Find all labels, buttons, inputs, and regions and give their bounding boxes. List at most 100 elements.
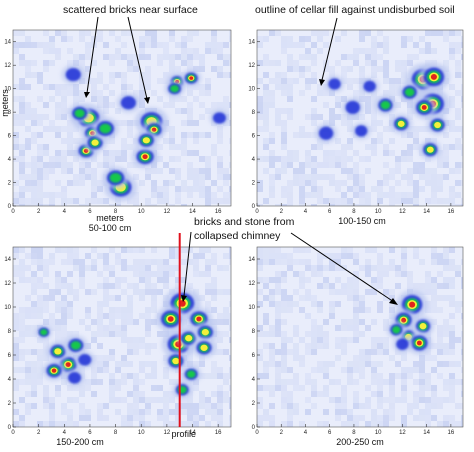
x-tick-label: 12 (164, 430, 171, 436)
speckle-cell (341, 180, 347, 186)
speckle-cell (217, 421, 223, 427)
speckle-cell (193, 403, 199, 409)
speckle-cell (263, 156, 269, 162)
speckle-cell (317, 84, 323, 90)
speckle-cell (121, 84, 127, 90)
speckle-cell (317, 198, 323, 204)
speckle-cell (19, 307, 25, 313)
speckle-cell (437, 295, 443, 301)
speckle-cell (455, 162, 461, 168)
speckle-cell (275, 289, 281, 295)
speckle-cell (169, 60, 175, 66)
speckle-cell (365, 108, 371, 114)
speckle-cell (317, 391, 323, 397)
speckle-cell (383, 48, 389, 54)
speckle-cell (37, 96, 43, 102)
speckle-cell (85, 385, 91, 391)
speckle-cell (383, 349, 389, 355)
speckle-cell (359, 180, 365, 186)
speckle-cell (449, 265, 455, 271)
speckle-cell (19, 84, 25, 90)
speckle-cell (401, 421, 407, 427)
speckle-cell (169, 36, 175, 42)
speckle-cell (175, 96, 181, 102)
speckle-cell (217, 337, 223, 343)
speckle-cell (31, 204, 37, 206)
speckle-cell (19, 271, 25, 277)
speckle-cell (139, 415, 145, 421)
speckle-cell (199, 132, 205, 138)
speckle-cell (287, 265, 293, 271)
speckle-cell (317, 90, 323, 96)
speckle-cell (97, 325, 103, 331)
speckle-cell (461, 421, 463, 427)
speckle-cell (443, 144, 449, 150)
panel-frame (12, 29, 232, 207)
speckle-cell (269, 421, 275, 427)
speckle-cell (13, 30, 19, 36)
speckle-cell (151, 36, 157, 42)
speckle-cell (335, 156, 341, 162)
speckle-cell (335, 36, 341, 42)
speckle-cell (55, 277, 61, 283)
speckle-cell (359, 114, 365, 120)
speckle-cell (293, 247, 299, 253)
speckle-cell (383, 271, 389, 277)
speckle-cell (85, 325, 91, 331)
speckle-cell (401, 247, 407, 253)
speckle-cell (55, 90, 61, 96)
speckle-cell (163, 271, 169, 277)
speckle-cell (187, 283, 193, 289)
speckle-cell (31, 349, 37, 355)
speckle-cell (67, 397, 73, 403)
speckle-cell (187, 102, 193, 108)
speckle-cell (281, 78, 287, 84)
speckle-cell (211, 319, 217, 325)
speckle-cell (25, 186, 31, 192)
speckle-cell (383, 90, 389, 96)
speckle-cell (19, 78, 25, 84)
speckle-cell (25, 373, 31, 379)
speckle-cell (431, 247, 437, 253)
speckle-cell (431, 367, 437, 373)
speckle-cell (281, 253, 287, 259)
speckle-cell (217, 48, 223, 54)
speckle-cell (115, 331, 121, 337)
speckle-cell (217, 313, 223, 319)
speckle-cell (455, 361, 461, 367)
speckle-cell (91, 379, 97, 385)
speckle-cell (151, 192, 157, 198)
speckle-cell (365, 168, 371, 174)
speckle-cell (299, 277, 305, 283)
speckle-cell (455, 60, 461, 66)
speckle-cell (97, 343, 103, 349)
speckle-cell (139, 48, 145, 54)
speckle-cell (293, 373, 299, 379)
speckle-cell (305, 162, 311, 168)
speckle-cell (181, 150, 187, 156)
speckle-cell (139, 337, 145, 343)
speckle-cell (461, 283, 463, 289)
speckle-cell (205, 168, 211, 174)
speckle-cell (19, 331, 25, 337)
speckle-cell (19, 102, 25, 108)
y-tick-label: 4 (252, 377, 256, 383)
speckle-cell (443, 415, 449, 421)
speckle-cell (139, 180, 145, 186)
speckle-cell (437, 283, 443, 289)
speckle-cell (359, 30, 365, 36)
speckle-cell (121, 259, 127, 265)
speckle-cell (407, 108, 413, 114)
speckle-cell (275, 319, 281, 325)
speckle-cell (199, 391, 205, 397)
speckle-cell (139, 421, 145, 427)
speckle-cell (67, 120, 73, 126)
speckle-cell (353, 379, 359, 385)
speckle-cell (127, 307, 133, 313)
speckle-cell (163, 409, 169, 415)
speckle-cell (37, 150, 43, 156)
x-tick-label: 6 (328, 209, 332, 215)
speckle-cell (223, 198, 229, 204)
speckle-cell (425, 30, 431, 36)
speckle-cell (217, 265, 223, 271)
